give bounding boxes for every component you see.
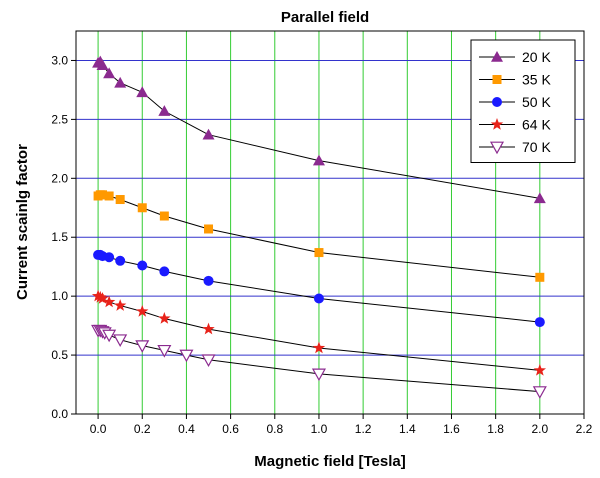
data-point — [104, 191, 114, 201]
data-point — [136, 86, 149, 98]
legend-entry: 70 K — [479, 139, 551, 155]
data-point — [136, 304, 149, 317]
legend-label: 35 K — [522, 72, 551, 88]
y-tick-label: 3.0 — [51, 53, 68, 67]
data-point — [114, 76, 127, 88]
series-70k — [91, 324, 547, 399]
x-tick-label: 1.6 — [443, 422, 460, 436]
data-point — [157, 344, 172, 358]
data-point — [137, 260, 148, 271]
data-point — [159, 266, 170, 277]
x-tick-label: 0.0 — [90, 422, 107, 436]
data-point — [102, 295, 116, 308]
legend-entry: 20 K — [479, 49, 551, 65]
y-tick-label: 2.0 — [51, 171, 68, 185]
y-tick-label: 2.5 — [51, 112, 68, 126]
legend-box — [470, 39, 576, 163]
legend: 20 K 35 K 50 K 64 K 70 K — [470, 39, 576, 163]
data-point — [202, 128, 215, 140]
data-point — [312, 154, 325, 166]
y-tick-label: 1.5 — [51, 230, 68, 244]
series-64k — [91, 289, 547, 376]
data-point — [533, 192, 546, 204]
series-50k — [93, 249, 545, 328]
series-35k — [93, 190, 545, 282]
data-point — [96, 59, 109, 70]
data-point — [201, 354, 216, 368]
data-point — [313, 293, 324, 304]
data-point — [98, 190, 108, 200]
series-group — [91, 55, 547, 399]
legend-marker — [489, 141, 505, 155]
data-point — [115, 195, 125, 205]
legend-marker — [492, 75, 502, 84]
data-point — [312, 341, 326, 354]
data-point — [314, 248, 324, 258]
data-point — [104, 252, 115, 263]
legend-label: 20 K — [522, 49, 551, 65]
data-point — [204, 224, 214, 234]
data-point — [202, 322, 215, 335]
data-point — [203, 275, 214, 286]
x-tick-label: 0.6 — [222, 422, 239, 436]
plot-frame — [75, 30, 585, 415]
legend-marker — [492, 97, 502, 107]
y-tick-label: 0.5 — [51, 348, 68, 362]
axis-ticks: 0.0 0.2 0.4 0.6 0.8 1.0 1.2 1.4 1.6 1.8 2.0 2.2 0.0 0… — [51, 53, 592, 436]
data-point — [535, 272, 545, 282]
x-tick-label: 1.4 — [399, 422, 416, 436]
legend-entry: 64 K — [479, 117, 551, 133]
legend-label: 64 K — [522, 117, 551, 133]
x-tick-label: 1.0 — [311, 422, 328, 436]
x-axis-label: Magnetic field [Tesla] — [254, 453, 405, 470]
data-point — [115, 255, 126, 266]
legend-label: 50 K — [522, 94, 551, 110]
y-axis-label: Current scainlg factor — [14, 144, 31, 300]
x-tick-label: 1.2 — [355, 422, 372, 436]
data-point — [102, 329, 117, 343]
data-point — [135, 340, 150, 353]
legend-marker — [491, 51, 503, 62]
x-tick-label: 0.4 — [178, 422, 195, 436]
legend-label: 70 K — [522, 139, 551, 155]
data-point — [96, 292, 109, 304]
x-tick-label: 2.2 — [576, 422, 593, 436]
x-tick-label: 1.8 — [487, 422, 504, 436]
legend-marker — [490, 118, 504, 130]
data-point — [532, 386, 547, 399]
data-point — [533, 363, 547, 376]
data-point — [158, 312, 171, 324]
legend-entry: 50 K — [479, 94, 551, 110]
data-point — [103, 67, 116, 79]
series-20k — [92, 55, 546, 204]
data-point — [534, 317, 545, 328]
x-tick-label: 0.8 — [266, 422, 283, 436]
data-point — [137, 203, 147, 213]
data-point — [159, 211, 169, 221]
x-tick-label: 2.0 — [531, 422, 548, 436]
chart-title: Parallel field — [281, 9, 369, 26]
legend-entry: 35 K — [479, 72, 551, 88]
data-point — [113, 334, 128, 347]
y-tick-label: 0.0 — [51, 407, 68, 421]
x-tick-label: 0.2 — [134, 422, 151, 436]
data-point — [113, 299, 127, 311]
y-tick-label: 1.0 — [51, 289, 68, 303]
data-point — [179, 349, 194, 363]
data-point — [158, 105, 171, 116]
data-point — [311, 368, 326, 382]
